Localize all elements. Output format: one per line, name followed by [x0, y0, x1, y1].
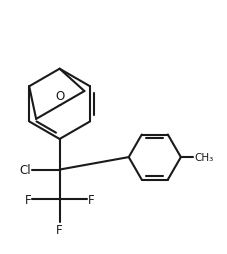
Text: O: O — [55, 89, 65, 102]
Text: F: F — [56, 223, 63, 236]
Text: F: F — [88, 193, 94, 206]
Text: F: F — [25, 193, 31, 206]
Text: CH₃: CH₃ — [193, 152, 212, 163]
Text: Cl: Cl — [20, 163, 31, 176]
